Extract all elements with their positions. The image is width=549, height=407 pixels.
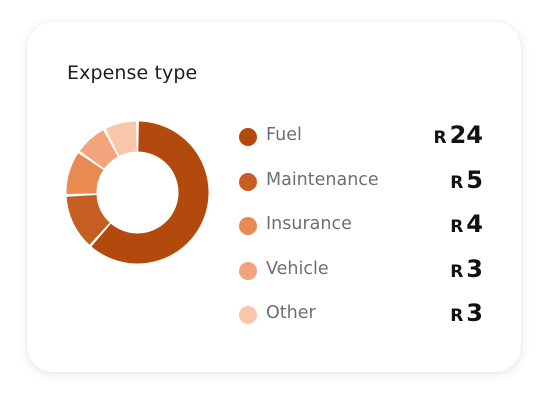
legend-swatch-fuel — [239, 128, 257, 146]
currency-symbol: R — [450, 217, 464, 237]
legend-swatch-insurance — [239, 217, 257, 235]
legend-amount-fuel: R 24 — [434, 121, 484, 149]
currency-symbol: R — [450, 261, 464, 282]
legend-value-maintenance: 5 — [466, 165, 483, 194]
donut-slice-insurance[interactable] — [66, 153, 104, 194]
legend-item-vehicle[interactable]: Vehicle R 3 — [239, 254, 489, 299]
chart-legend: Fuel R 24 Maintenance R 5 Insurance R 4 Vehicle R 3… — [239, 120, 489, 343]
legend-swatch-other — [239, 306, 257, 324]
legend-item-insurance[interactable]: Insurance R 4 — [239, 209, 489, 254]
legend-item-maintenance[interactable]: Maintenance R 5 — [239, 165, 489, 210]
legend-item-other[interactable]: Other R 3 — [239, 298, 489, 343]
currency-symbol: R — [450, 172, 464, 193]
legend-label-other: Other — [266, 303, 316, 323]
legend-value-insurance: 4 — [466, 210, 483, 238]
legend-label-fuel: Fuel — [266, 125, 302, 145]
legend-value-fuel: 24 — [449, 121, 483, 149]
legend-label-maintenance: Maintenance — [266, 169, 379, 190]
donut-slice-maintenance[interactable] — [66, 194, 110, 245]
card-title: Expense type — [67, 62, 198, 84]
legend-value-other: 3 — [466, 299, 483, 327]
expense-donut-chart — [66, 121, 209, 264]
legend-swatch-maintenance — [239, 172, 257, 191]
currency-symbol: R — [433, 128, 447, 148]
donut-slice-vehicle[interactable] — [79, 130, 118, 169]
legend-swatch-vehicle — [239, 261, 257, 280]
donut-slice-fuel[interactable] — [91, 121, 209, 264]
currency-symbol: R — [450, 306, 464, 326]
legend-label-insurance: Insurance — [266, 214, 352, 234]
legend-value-vehicle: 3 — [466, 254, 483, 283]
donut-slice-other[interactable] — [105, 121, 137, 156]
expense-type-card: Expense type Fuel R 24 Maintenance R 5 Insuran… — [27, 22, 521, 372]
legend-label-vehicle: Vehicle — [266, 258, 329, 279]
legend-item-fuel[interactable]: Fuel R 24 — [239, 120, 489, 165]
